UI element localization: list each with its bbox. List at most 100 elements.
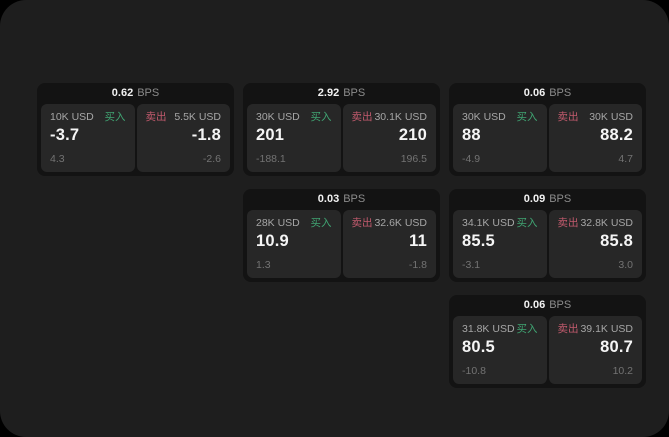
sell-label: 卖出 (557, 217, 579, 229)
quote-card-grid: 0.62 BPS 10K USD 买入 -3.7 4.3 卖出 5.5K USD (37, 83, 646, 388)
buy-sub-value: -188.1 (256, 153, 286, 165)
buy-sub-value: 4.3 (50, 153, 65, 165)
sell-panel[interactable]: 卖出 39.1K USD 80.7 10.2 (548, 316, 642, 384)
buy-price: 201 (256, 126, 285, 144)
bps-suffix-label: BPS (549, 193, 572, 205)
buy-amount: 34.1K USD (462, 217, 515, 229)
card-header: 0.62 BPS (41, 83, 230, 104)
sell-price: 210 (398, 126, 427, 144)
sell-label-row: 卖出 5.5K USD (146, 111, 222, 123)
sell-amount: 32.6K USD (374, 217, 427, 229)
sell-price: 88.2 (600, 126, 633, 144)
sell-sub-value: 10.2 (612, 365, 633, 377)
buy-panel[interactable]: 10K USD 买入 -3.7 4.3 (41, 104, 135, 172)
sell-sub-value: 3.0 (618, 259, 633, 271)
bps-value: 0.03 (317, 193, 340, 205)
sell-label: 卖出 (557, 111, 579, 123)
sell-sub-value: -2.6 (202, 153, 221, 165)
buy-label-row: 31.8K USD 买入 (462, 323, 538, 335)
sell-price: -1.8 (191, 126, 221, 144)
quote-card: 0.03 BPS 28K USD 买入 10.9 1.3 卖出 32.6K US… (243, 189, 440, 282)
sell-panel[interactable]: 卖出 32.8K USD 85.8 3.0 (548, 210, 642, 278)
panels: 34.1K USD 买入 85.5 -3.1 卖出 32.8K USD 85.8… (453, 210, 642, 278)
bps-value: 0.06 (523, 299, 546, 311)
bps-suffix-label: BPS (343, 193, 366, 205)
buy-panel[interactable]: 31.8K USD 买入 80.5 -10.8 (453, 316, 547, 384)
bps-suffix-label: BPS (137, 87, 160, 99)
panels: 28K USD 买入 10.9 1.3 卖出 32.6K USD 11 -1.8 (247, 210, 436, 278)
sell-panel[interactable]: 卖出 5.5K USD -1.8 -2.6 (136, 104, 230, 172)
buy-label-row: 30K USD 买入 (256, 111, 332, 123)
panels: 31.8K USD 买入 80.5 -10.8 卖出 39.1K USD 80.… (453, 316, 642, 384)
buy-amount: 30K USD (462, 111, 506, 123)
buy-label-row: 10K USD 买入 (50, 111, 126, 123)
sell-label: 卖出 (351, 111, 373, 123)
sell-price: 11 (409, 232, 427, 250)
panels: 30K USD 买入 201 -188.1 卖出 30.1K USD 210 1… (247, 104, 436, 172)
quote-card: 0.06 BPS 31.8K USD 买入 80.5 -10.8 卖出 39.1… (449, 295, 646, 388)
quote-card: 0.06 BPS 30K USD 买入 88 -4.9 卖出 30K USD (449, 83, 646, 176)
bps-suffix-label: BPS (343, 87, 366, 99)
bps-value: 0.06 (523, 87, 546, 99)
panels: 30K USD 买入 88 -4.9 卖出 30K USD 88.2 4.7 (453, 104, 642, 172)
card-header: 0.03 BPS (247, 189, 436, 210)
sell-panel[interactable]: 卖出 30K USD 88.2 4.7 (548, 104, 642, 172)
sell-amount: 5.5K USD (174, 111, 221, 123)
buy-label-row: 28K USD 买入 (256, 217, 332, 229)
sell-amount: 39.1K USD (580, 323, 633, 335)
buy-panel[interactable]: 30K USD 买入 201 -188.1 (247, 104, 341, 172)
buy-sub-value: -10.8 (462, 365, 486, 377)
sell-sub-value: 4.7 (618, 153, 633, 165)
buy-price: -3.7 (50, 126, 80, 144)
panels: 10K USD 买入 -3.7 4.3 卖出 5.5K USD -1.8 -2.… (41, 104, 230, 172)
sell-label: 卖出 (557, 323, 579, 335)
buy-amount: 30K USD (256, 111, 300, 123)
card-header: 0.06 BPS (453, 83, 642, 104)
bps-value: 2.92 (317, 87, 340, 99)
sell-label: 卖出 (351, 217, 373, 229)
buy-label: 买入 (310, 217, 332, 229)
buy-price: 88 (462, 126, 481, 144)
buy-amount: 31.8K USD (462, 323, 515, 335)
card-header: 2.92 BPS (247, 83, 436, 104)
bps-suffix-label: BPS (549, 299, 572, 311)
buy-label: 买入 (516, 111, 538, 123)
buy-panel[interactable]: 28K USD 买入 10.9 1.3 (247, 210, 341, 278)
quote-card: 2.92 BPS 30K USD 买入 201 -188.1 卖出 30.1K … (243, 83, 440, 176)
sell-price: 85.8 (600, 232, 633, 250)
buy-sub-value: -3.1 (462, 259, 481, 271)
sell-sub-value: 196.5 (400, 153, 427, 165)
sell-panel[interactable]: 卖出 30.1K USD 210 196.5 (342, 104, 436, 172)
buy-price: 10.9 (256, 232, 289, 250)
sell-price: 80.7 (600, 338, 633, 356)
buy-label-row: 34.1K USD 买入 (462, 217, 538, 229)
sell-label-row: 卖出 30.1K USD (352, 111, 428, 123)
sell-amount: 30.1K USD (374, 111, 427, 123)
quote-card: 0.62 BPS 10K USD 买入 -3.7 4.3 卖出 5.5K USD (37, 83, 234, 176)
sell-amount: 30K USD (589, 111, 633, 123)
buy-panel[interactable]: 30K USD 买入 88 -4.9 (453, 104, 547, 172)
buy-sub-value: -4.9 (462, 153, 481, 165)
sell-label-row: 卖出 39.1K USD (558, 323, 634, 335)
card-header: 0.06 BPS (453, 295, 642, 316)
bps-suffix-label: BPS (549, 87, 572, 99)
quote-card: 0.09 BPS 34.1K USD 买入 85.5 -3.1 卖出 32.8K… (449, 189, 646, 282)
sell-label: 卖出 (145, 111, 167, 123)
buy-label: 买入 (104, 111, 126, 123)
sell-panel[interactable]: 卖出 32.6K USD 11 -1.8 (342, 210, 436, 278)
card-header: 0.09 BPS (453, 189, 642, 210)
buy-label: 买入 (310, 111, 332, 123)
buy-price: 85.5 (462, 232, 495, 250)
buy-label-row: 30K USD 买入 (462, 111, 538, 123)
sell-label-row: 卖出 32.8K USD (558, 217, 634, 229)
buy-amount: 28K USD (256, 217, 300, 229)
buy-sub-value: 1.3 (256, 259, 271, 271)
bps-value: 0.09 (523, 193, 546, 205)
sell-sub-value: -1.8 (408, 259, 427, 271)
buy-panel[interactable]: 34.1K USD 买入 85.5 -3.1 (453, 210, 547, 278)
buy-price: 80.5 (462, 338, 495, 356)
sell-amount: 32.8K USD (580, 217, 633, 229)
bps-value: 0.62 (111, 87, 134, 99)
sell-label-row: 卖出 30K USD (558, 111, 634, 123)
